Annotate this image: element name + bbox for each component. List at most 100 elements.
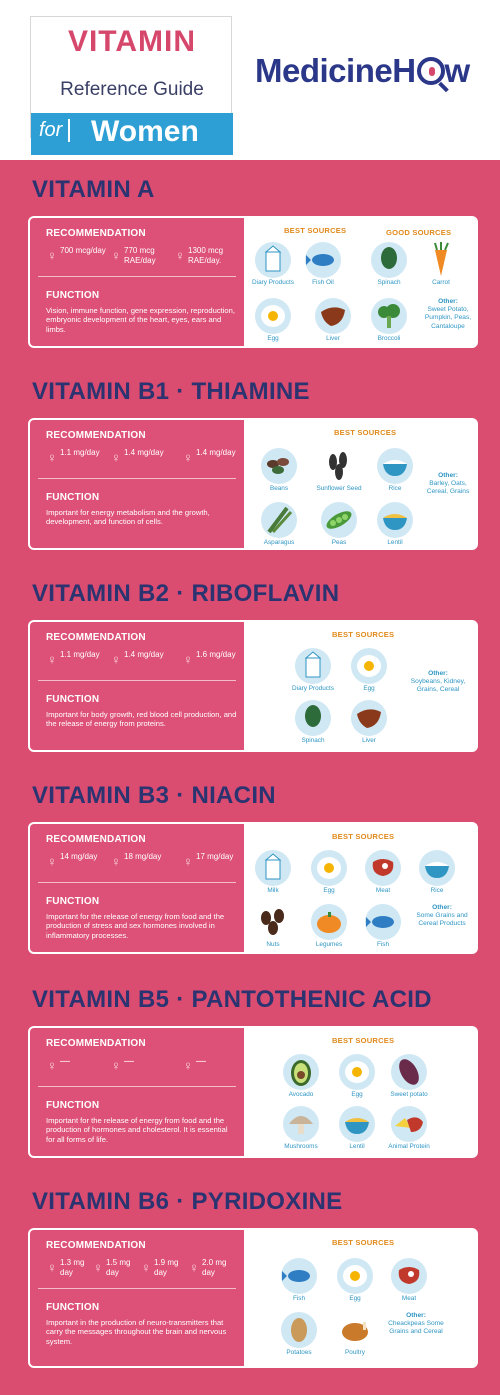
food-asparagus: Asparagus (256, 502, 302, 546)
food-lentil: Lentil (334, 1106, 380, 1150)
food-dairy: Diary Products (250, 242, 296, 286)
food-label: Peas (331, 539, 347, 546)
recommendation-label: RECOMMENDATION (46, 1038, 146, 1049)
rec-breastfeeding: ♀ 1300 mcg RAE/day. (174, 244, 238, 272)
beans-icon (261, 448, 297, 484)
section-title: VITAMIN B5 · PANTOTHENIC ACID (32, 986, 432, 1013)
card-right: BEST SOURCES Milk Egg Meat Rice Nuts Leg… (246, 824, 476, 952)
rec-value: 1.1 mg/day (60, 650, 100, 659)
food-egg: Egg (306, 850, 352, 894)
rec-women: ♀ 14 mg/day (46, 850, 110, 878)
card-left: RECOMMENDATION ♀ 14 mg/day ♀ 18 mg/day ♀ 17… (30, 824, 244, 952)
food-milk: Milk (250, 850, 296, 894)
card-left: RECOMMENDATION ♀ 1.1 mg/day ♀ 1.4 mg/day ♀… (30, 420, 244, 548)
pumpkin-icon (311, 904, 347, 940)
rec-value: 14 mg/day (60, 852, 98, 861)
food-label: Egg (323, 887, 335, 894)
woman-icon: ♀ (47, 1058, 57, 1073)
seed-icon (321, 448, 357, 484)
info-card: RECOMMENDATION ♀ 14 mg/day ♀ 18 mg/day ♀ 17… (28, 822, 478, 954)
other-sources: Other: Sweet Potato, Pumpkin, Peas, Canta… (418, 298, 476, 331)
fish-icon (305, 242, 341, 278)
food-spinach: Spinach (290, 700, 336, 744)
meat-icon (365, 850, 401, 886)
peas-icon (321, 502, 357, 538)
other-label: Other: (432, 904, 452, 911)
food-label: Potatoes (286, 1349, 312, 1356)
breastfeeding-icon: ♀ (183, 1058, 193, 1073)
food-label: Rice (430, 887, 444, 894)
food-label: Meat (375, 887, 391, 894)
rec-pregnant: ♀ 1.4 mg/day (110, 648, 174, 676)
pregnant-icon: ♀ (111, 248, 121, 263)
card-right: BEST SOURCES Avocado Egg Sweet potato Mu… (246, 1028, 476, 1156)
breastfeeding-icon: ♀ (141, 1260, 151, 1275)
food-mushrooms: Mushrooms (278, 1106, 324, 1150)
food-label: Asparagus (263, 539, 295, 546)
brand-h: H (392, 52, 416, 89)
divider (38, 478, 236, 479)
older-woman-icon: ♀ (189, 1260, 199, 1275)
info-card: RECOMMENDATION ♀ 1.1 mg/day ♀ 1.4 mg/day ♀… (28, 418, 478, 550)
divider (38, 1086, 236, 1087)
card-left: RECOMMENDATION ♀ 700 mcg/day ♀ 770 mcg RAE… (30, 218, 244, 346)
food-spinach: Spinach (366, 242, 412, 286)
recommendation-label: RECOMMENDATION (46, 632, 146, 643)
other-sources: Other: Some Grains and Cereal Products (412, 904, 472, 929)
best-sources-label: BEST SOURCES (332, 832, 395, 841)
title-for: for (39, 119, 71, 142)
food-label: Spinach (301, 737, 325, 744)
other-label: Other: (428, 670, 448, 677)
recommendation-label: RECOMMENDATION (46, 834, 146, 845)
animal-protein-icon (391, 1106, 427, 1142)
spinach-icon (295, 700, 331, 736)
good-sources-label: GOOD SOURCES (386, 228, 452, 237)
food-carrot: Carrot (418, 242, 464, 286)
food-peas: Peas (316, 502, 362, 546)
recommendation-row: ♀ — ♀ — ♀ — (46, 1054, 241, 1082)
food-label: Rice (388, 485, 402, 492)
food-nuts: Nuts (250, 904, 296, 948)
liver-icon (315, 298, 351, 334)
rec-value: 1.4 mg/day (196, 448, 236, 457)
other-sources: Other: Cheackpeas Some Grains and Cereal (386, 1312, 446, 1337)
rec-value: 1.6 mg/day (196, 650, 236, 659)
food-animal-protein: Animal Protein (386, 1106, 432, 1150)
function-label: FUNCTION (46, 896, 100, 907)
function-text: Important for energy metabolism and the … (46, 508, 210, 527)
avocado-icon (283, 1054, 319, 1090)
food-egg: Egg (332, 1258, 378, 1302)
brand-w: w (444, 52, 471, 89)
food-label: Spinach (377, 279, 401, 286)
food-rice: Rice (414, 850, 460, 894)
card-left: RECOMMENDATION ♀ 1.3 mg day ♀ 1.5 mg day ♀… (30, 1230, 244, 1366)
poultry-icon (337, 1312, 373, 1348)
rec-pregnant: ♀ 18 mg/day (110, 850, 174, 878)
function-label: FUNCTION (46, 694, 100, 705)
recommendation-label: RECOMMENDATION (46, 430, 146, 441)
info-card: RECOMMENDATION ♀ 1.3 mg day ♀ 1.5 mg day ♀… (28, 1228, 478, 1368)
food-avocado: Avocado (278, 1054, 324, 1098)
best-sources-label: BEST SOURCES (332, 630, 395, 639)
other-label: Other: (438, 298, 458, 305)
recommendation-row: ♀ 1.3 mg day ♀ 1.5 mg day ♀ 1.9 mg day ♀ 2.0… (46, 1256, 241, 1284)
food-egg: Egg (346, 648, 392, 692)
food-label: Milk (267, 887, 279, 894)
broccoli-icon (371, 298, 407, 334)
rec-value: 17 mg/day (196, 852, 234, 861)
other-label: Other: (406, 1312, 426, 1319)
food-liver: Liver (346, 700, 392, 744)
rec-older: ♀ 2.0 mg day (188, 1256, 238, 1284)
food-label: Carrot (432, 279, 450, 286)
title-vitamin: VITAMIN (67, 25, 197, 58)
food-fish: Fish (360, 904, 406, 948)
rec-value: 18 mg/day (124, 852, 162, 861)
egg-icon (311, 850, 347, 886)
rice-icon (377, 448, 413, 484)
egg-icon (337, 1258, 373, 1294)
breastfeeding-icon: ♀ (183, 652, 193, 667)
food-label: Sunflower Seed (316, 485, 362, 492)
food-label: Lentil (387, 539, 403, 546)
rec-breastfeeding: ♀ — (182, 1054, 246, 1082)
food-label: Fish Oil (312, 279, 334, 286)
